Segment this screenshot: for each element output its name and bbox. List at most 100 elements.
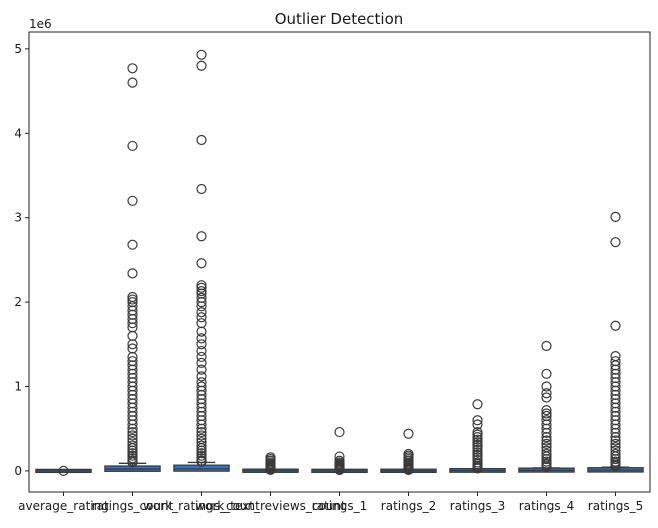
y-tick-label: 1 bbox=[14, 379, 22, 393]
outlier-point bbox=[403, 464, 414, 476]
outlier-point bbox=[541, 381, 552, 392]
outlier-point bbox=[127, 450, 138, 461]
outlier-point bbox=[127, 77, 138, 88]
outlier-point bbox=[541, 368, 552, 379]
outlier-point bbox=[127, 294, 138, 305]
outlier-point bbox=[541, 427, 552, 439]
outlier-point bbox=[472, 437, 483, 448]
outlier-point bbox=[196, 351, 207, 363]
x-tick-label: work_ratings_count bbox=[143, 499, 260, 513]
outlier-point bbox=[127, 318, 138, 329]
x-tick-label: average_rating bbox=[18, 499, 109, 513]
outlier-point bbox=[196, 258, 207, 269]
y-tick-label: 2 bbox=[14, 295, 22, 309]
outlier-point bbox=[196, 419, 207, 430]
outlier-point bbox=[196, 371, 207, 382]
outlier-point bbox=[127, 443, 138, 454]
x-tick-label: ratings_3 bbox=[450, 499, 505, 513]
outlier-point bbox=[196, 364, 207, 375]
outlier-point bbox=[472, 444, 483, 455]
outlier-point bbox=[127, 430, 138, 441]
outlier-point bbox=[127, 63, 138, 74]
outlier-point bbox=[610, 435, 621, 446]
outlier-point bbox=[334, 426, 345, 438]
outlier-point bbox=[472, 439, 483, 450]
outlier-point bbox=[610, 453, 621, 465]
x-tick-label: ratings_1 bbox=[312, 499, 367, 513]
outlier-point bbox=[196, 301, 207, 312]
outlier-point bbox=[196, 134, 207, 146]
outlier-point bbox=[610, 237, 621, 248]
outlier-point bbox=[127, 440, 138, 451]
x-tick-label: ratings_count bbox=[92, 499, 174, 513]
outlier-point bbox=[541, 432, 552, 443]
outlier-point bbox=[610, 461, 621, 472]
outlier-point bbox=[541, 435, 552, 446]
y-tick-label: 3 bbox=[14, 211, 22, 225]
outlier-point bbox=[127, 195, 138, 206]
outlier-point bbox=[541, 340, 552, 352]
outlier-point bbox=[196, 60, 207, 71]
chart-title: Outlier Detection bbox=[275, 10, 404, 28]
outlier-point bbox=[196, 450, 207, 461]
outlier-point bbox=[610, 211, 621, 222]
outlier-point bbox=[127, 268, 138, 279]
outlier-point bbox=[610, 438, 621, 449]
outlier-point bbox=[472, 429, 483, 440]
outlier-point bbox=[472, 419, 483, 430]
y-tick-label: 0 bbox=[14, 464, 22, 478]
outlier-point bbox=[541, 408, 552, 419]
outlier-point bbox=[541, 388, 552, 399]
outlier-point bbox=[196, 282, 207, 293]
outlier-point bbox=[472, 432, 483, 443]
outlier-point bbox=[541, 392, 552, 403]
outlier-point bbox=[472, 434, 483, 445]
outlier-point bbox=[127, 419, 138, 430]
outlier-point bbox=[196, 440, 207, 451]
x-tick-label: ratings_2 bbox=[381, 499, 436, 513]
outlier-point bbox=[127, 140, 138, 152]
outlier-point bbox=[610, 432, 621, 443]
outlier-point bbox=[541, 461, 552, 472]
outlier-point bbox=[196, 453, 207, 464]
x-tick-label: ratings_4 bbox=[519, 499, 574, 513]
outlier-point bbox=[196, 312, 207, 323]
outlier-point bbox=[196, 183, 207, 195]
outlier-point bbox=[472, 426, 483, 438]
outlier-point bbox=[196, 333, 207, 344]
outlier-point bbox=[472, 463, 483, 474]
outlier-point bbox=[127, 239, 138, 250]
outlier-point bbox=[541, 405, 552, 416]
outlier-point bbox=[196, 426, 207, 438]
y-tick-label: 5 bbox=[14, 42, 22, 56]
outlier-point bbox=[196, 286, 207, 297]
outlier-point bbox=[196, 296, 207, 308]
outlier-point bbox=[265, 464, 276, 475]
outlier-point bbox=[127, 423, 138, 434]
y-tick-label: 4 bbox=[14, 126, 22, 140]
outlier-point bbox=[196, 430, 207, 441]
outlier-point bbox=[610, 427, 621, 439]
x-tick-label: ratings_5 bbox=[588, 499, 643, 513]
outlier-point bbox=[58, 465, 69, 476]
outlier-point bbox=[127, 426, 138, 438]
outlier-point bbox=[334, 464, 345, 476]
outlier-point bbox=[196, 339, 207, 350]
outlier-point bbox=[196, 357, 207, 368]
outlier-point bbox=[472, 442, 483, 453]
outlier-point bbox=[472, 447, 483, 458]
outlier-point bbox=[196, 318, 207, 329]
outlier-point bbox=[541, 453, 552, 465]
outlier-point bbox=[196, 445, 207, 456]
outlier-point bbox=[472, 415, 483, 426]
x-tick-label: work_text_reviews_count bbox=[195, 499, 346, 513]
outlier-point bbox=[196, 49, 207, 60]
outlier-point bbox=[127, 330, 138, 341]
outlier-point bbox=[196, 307, 207, 318]
outlier-point bbox=[196, 326, 207, 337]
outlier-point bbox=[127, 457, 138, 468]
outlier-point bbox=[472, 399, 483, 410]
outlier-point bbox=[196, 345, 207, 357]
outlier-point bbox=[610, 320, 621, 331]
